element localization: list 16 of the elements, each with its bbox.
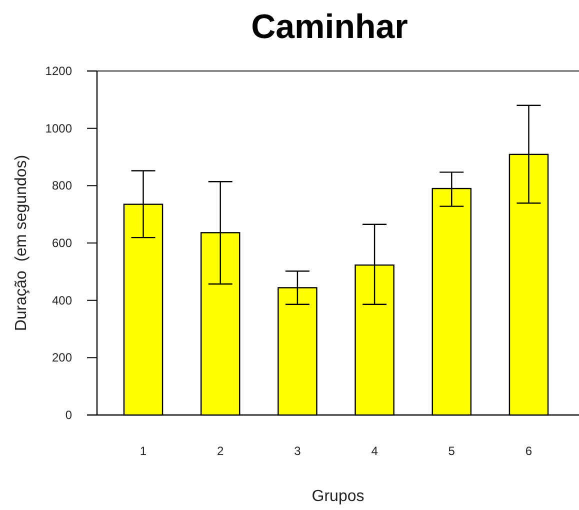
x-tick-label: 5 <box>448 444 456 458</box>
y-tick-label: 1000 <box>45 121 72 136</box>
y-tick-label: 200 <box>52 350 72 365</box>
chart-title: Caminhar <box>251 8 408 46</box>
x-tick-label: 6 <box>525 444 532 458</box>
x-axis-title: Grupos <box>312 488 364 505</box>
y-tick-label: 0 <box>65 408 72 422</box>
x-tick-label: 1 <box>140 444 147 458</box>
y-tick-label: 400 <box>52 293 72 308</box>
x-tick-label: 4 <box>371 444 378 458</box>
y-axis-title: Duração (em segundos) <box>13 154 30 332</box>
y-tick-label: 600 <box>52 236 72 250</box>
y-tick-label: 800 <box>52 178 72 193</box>
y-tick-label: 1200 <box>45 64 72 78</box>
x-tick-label: 3 <box>294 444 302 458</box>
x-tick-label: 2 <box>217 444 224 458</box>
